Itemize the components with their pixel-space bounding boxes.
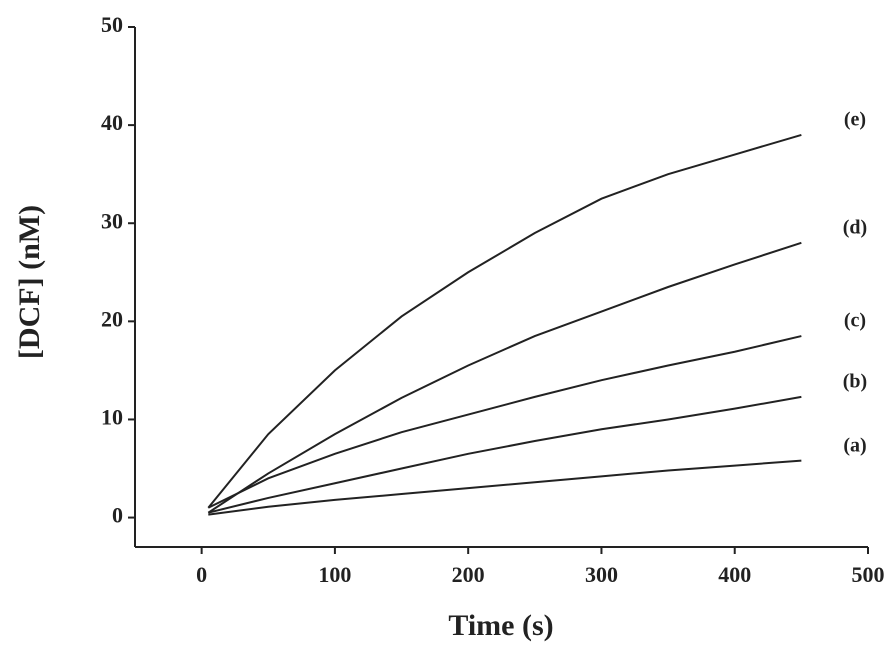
y-tick-label: 40 (101, 110, 123, 135)
y-tick-label: 0 (112, 503, 123, 528)
curve (207, 133, 802, 509)
x-tick-label: 400 (718, 562, 751, 587)
series-label: (e) (844, 109, 866, 131)
curve (207, 335, 802, 509)
x-axis-title: Time (s) (448, 609, 553, 642)
curve (208, 459, 802, 516)
x-tick-label: 100 (318, 562, 351, 587)
y-tick-label: 10 (101, 404, 123, 429)
x-tick-label: 200 (452, 562, 485, 587)
y-tick-label: 50 (101, 12, 123, 37)
series-label: (b) (843, 370, 867, 392)
series-label: (a) (843, 434, 866, 456)
series-label: (d) (843, 216, 867, 238)
y-tick-label: 30 (101, 208, 123, 233)
y-tick-label: 20 (101, 306, 123, 331)
curve (207, 241, 802, 514)
series-label: (c) (844, 310, 866, 332)
x-tick-label: 500 (852, 562, 885, 587)
curve (208, 395, 802, 514)
x-tick-label: 0 (196, 562, 207, 587)
y-axis-title: [DCF] (nM) (13, 205, 46, 359)
x-tick-label: 300 (585, 562, 618, 587)
